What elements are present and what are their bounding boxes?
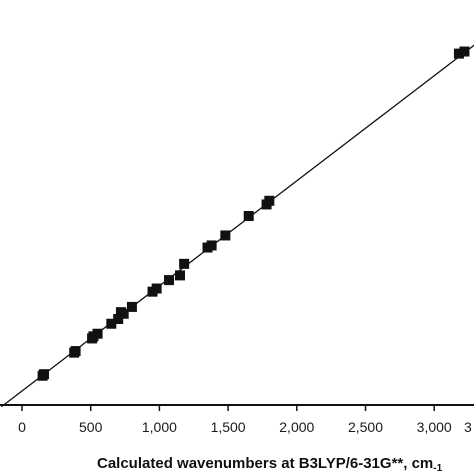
data-point (264, 195, 275, 206)
x-tick-label: 500 (79, 419, 103, 435)
x-tick-label: 3,000 (417, 419, 452, 435)
x-tick-label: 2,000 (279, 419, 314, 435)
x-axis-ticks (21, 405, 435, 411)
data-point (175, 270, 186, 281)
data-points (37, 46, 470, 381)
data-point (113, 314, 124, 325)
x-tick-label: 1,500 (211, 419, 246, 435)
data-point (179, 258, 190, 269)
data-point (151, 283, 162, 294)
x-axis-title: Calculated wavenumbers at B3LYP/6-31G**,… (97, 455, 443, 474)
data-point (206, 240, 217, 251)
data-point (118, 308, 129, 319)
x-tick-label: 1,000 (142, 419, 177, 435)
data-point (243, 211, 254, 222)
data-point (164, 275, 175, 286)
x-axis-title-unit-exponent: -1 (433, 463, 442, 474)
data-point (453, 48, 464, 59)
data-point (70, 346, 81, 357)
x-tick-label-clipped: 3 (464, 419, 472, 435)
x-axis-tick-labels: 0 500 1,000 1,500 2,000 2,500 3,000 3 (18, 419, 472, 435)
data-point (126, 301, 137, 312)
data-point (92, 328, 103, 339)
data-point (220, 230, 231, 241)
data-point (106, 318, 117, 329)
x-tick-label: 2,500 (348, 419, 383, 435)
data-point (38, 369, 49, 380)
x-axis-title-main: Calculated wavenumbers at B3LYP/6-31G**,… (97, 455, 433, 472)
x-tick-label: 0 (18, 419, 26, 435)
data-point (459, 46, 470, 57)
